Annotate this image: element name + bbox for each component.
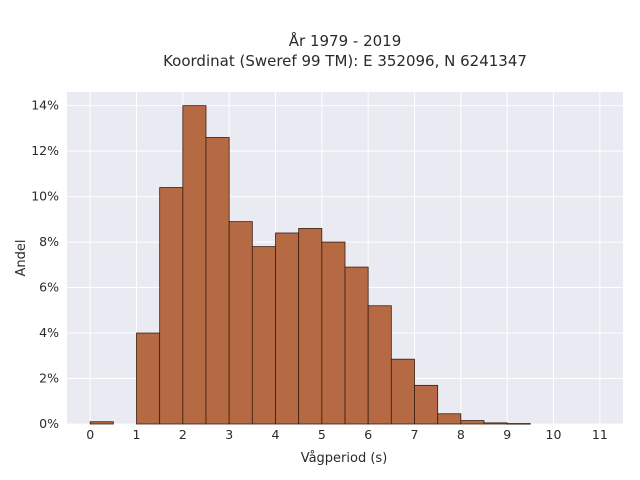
x-tick-label-11: 11: [592, 427, 608, 442]
x-tick-label-8: 8: [457, 427, 465, 442]
bar-0: [89, 421, 114, 425]
x-tick-label-3: 3: [225, 427, 233, 442]
bar-18: [506, 423, 531, 425]
bar-6: [228, 221, 253, 425]
bar-4: [182, 105, 207, 425]
x-tick-label-1: 1: [133, 427, 141, 442]
y-tick-label-1: 2%: [39, 371, 59, 386]
y-tick-label-4: 8%: [39, 234, 59, 249]
x-axis-label: Vågperiod (s): [301, 451, 388, 466]
x-tick-label-0: 0: [86, 427, 94, 442]
chart-title-line-2: Koordinat (Sweref 99 TM): E 352096, N 62…: [163, 52, 527, 70]
x-tick-label-10: 10: [546, 427, 562, 442]
bar-7: [251, 246, 276, 425]
y-axis-label: Andel: [14, 240, 29, 277]
bar-14: [414, 384, 439, 425]
bar-11: [344, 266, 369, 425]
y-tick-label-2: 4%: [39, 325, 59, 340]
bar-9: [298, 228, 323, 425]
x-tick-label-9: 9: [503, 427, 511, 442]
bar-15: [437, 413, 462, 425]
x-tick-label-4: 4: [272, 427, 280, 442]
bar-17: [483, 422, 508, 425]
bar-12: [367, 305, 392, 425]
y-tick-label-0: 0%: [39, 416, 59, 431]
bar-10: [321, 241, 346, 425]
bar-2: [136, 332, 161, 425]
x-tick-label-5: 5: [318, 427, 326, 442]
x-tick-label-6: 6: [364, 427, 372, 442]
bar-8: [275, 232, 300, 425]
bar-13: [390, 358, 415, 425]
y-axis-ticks: 0% 2% 4% 6% 8% 10% 12% 14%: [31, 98, 59, 431]
bar-3: [159, 187, 184, 425]
bars: [89, 105, 531, 425]
y-tick-label-6: 12%: [31, 143, 59, 158]
y-tick-label-7: 14%: [31, 98, 59, 113]
y-tick-label-3: 6%: [39, 280, 59, 295]
bar-16: [460, 420, 485, 425]
bar-5: [205, 137, 230, 425]
chart-title-line-1: År 1979 - 2019: [289, 31, 402, 50]
x-axis-ticks: 0 1 2 3 4 5 6 7 8 9 10 11: [86, 427, 608, 442]
x-tick-label-7: 7: [411, 427, 419, 442]
x-tick-label-2: 2: [179, 427, 187, 442]
y-tick-label-5: 10%: [31, 189, 59, 204]
